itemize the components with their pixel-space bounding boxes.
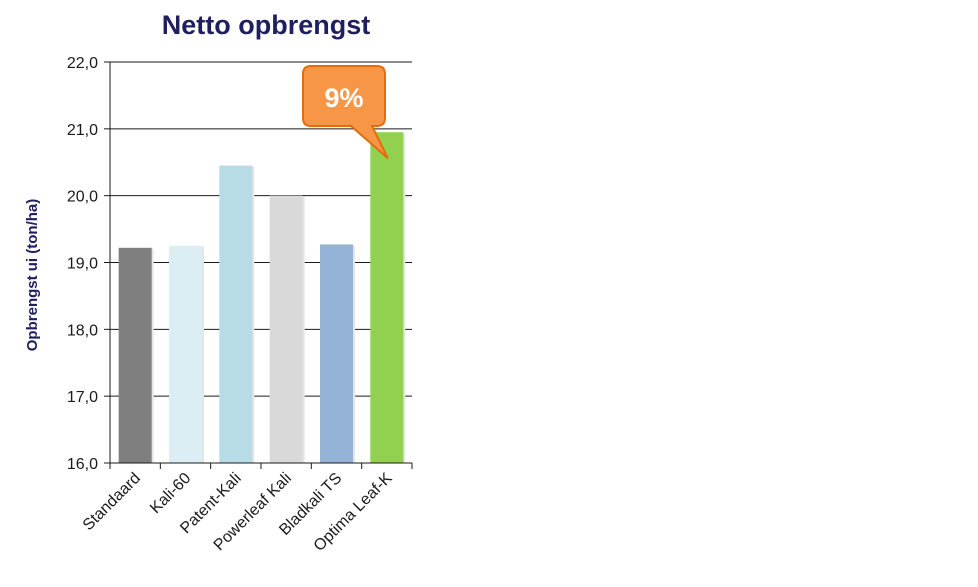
x-tick-label: Kali-60 bbox=[147, 470, 194, 517]
y-tick-label: 20,0 bbox=[67, 189, 98, 206]
bar bbox=[169, 245, 202, 463]
bar bbox=[219, 165, 253, 463]
callout-bubble bbox=[302, 65, 389, 159]
bar bbox=[269, 195, 303, 463]
y-tick-labels: 16,0 17,0 18,0 19,0 20,0 21,0 22,0 bbox=[67, 55, 98, 473]
bar bbox=[320, 244, 353, 463]
y-tick-label: 16,0 bbox=[67, 456, 98, 473]
percentage-callout: 9% bbox=[302, 65, 389, 159]
y-tick-label: 19,0 bbox=[67, 256, 98, 273]
bar bbox=[118, 247, 152, 463]
chart-title: Netto opbrengst bbox=[162, 10, 371, 40]
y-tick-label: 22,0 bbox=[67, 55, 98, 72]
y-tick-label: 18,0 bbox=[67, 322, 98, 339]
bar bbox=[370, 132, 404, 464]
bars bbox=[118, 132, 406, 464]
y-tick-label: 17,0 bbox=[67, 389, 98, 406]
axes bbox=[109, 62, 413, 469]
y-tick-label: 21,0 bbox=[67, 122, 98, 139]
y-axis-label: Opbrengst ui (ton/ha) bbox=[24, 199, 41, 351]
callout-label: 9% bbox=[324, 83, 363, 113]
x-tick-label: Standaard bbox=[80, 470, 144, 534]
